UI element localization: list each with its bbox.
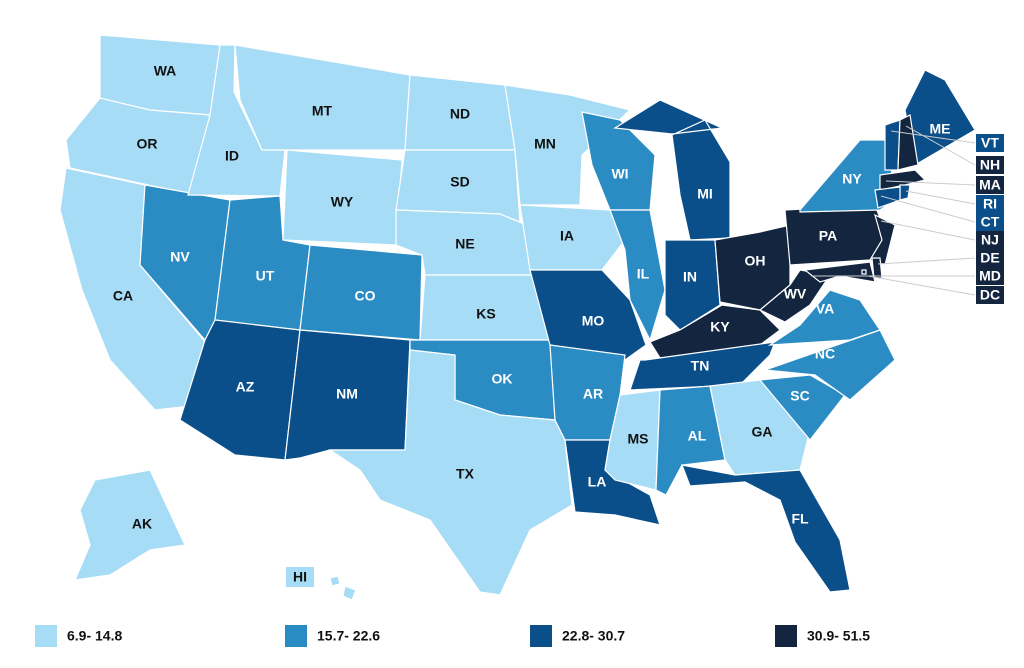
state-label: CO <box>355 288 376 304</box>
state-shape <box>899 184 911 201</box>
callout-box <box>976 176 1004 194</box>
state-label: MS <box>628 431 649 447</box>
callout-box <box>976 213 1004 231</box>
state-label: OR <box>137 136 158 152</box>
state-label: UT <box>256 268 275 284</box>
state-label: NV <box>170 249 190 265</box>
state-label: LA <box>588 474 607 490</box>
state-label: WA <box>154 63 177 79</box>
state-label: CT <box>981 214 1000 230</box>
state-label: AK <box>132 516 152 532</box>
state-label: IL <box>637 266 650 282</box>
state-shape <box>803 261 876 283</box>
state-shape <box>681 464 851 593</box>
state-shape <box>329 575 357 601</box>
callout-box <box>976 231 1004 249</box>
legend-swatch <box>530 625 552 647</box>
state-label: KS <box>476 306 495 322</box>
callout-box <box>286 567 314 587</box>
state-label: NJ <box>981 232 999 248</box>
state-label: MD <box>979 268 1001 284</box>
state-shape <box>74 469 186 581</box>
callout-line <box>885 180 976 186</box>
state-label: NY <box>842 171 862 187</box>
state-label: CA <box>113 288 133 304</box>
callout-line <box>880 220 976 241</box>
state-label: VT <box>981 135 999 151</box>
state-label: VA <box>816 301 834 317</box>
state-label: OK <box>492 371 513 387</box>
state-label: TN <box>691 358 710 374</box>
callout-box <box>976 134 1004 152</box>
state-label: AL <box>688 428 707 444</box>
state-label: OH <box>745 253 766 269</box>
state-label: WV <box>784 286 807 302</box>
state-label: NM <box>336 386 358 402</box>
state-shape <box>328 349 573 596</box>
callout-box <box>976 286 1004 304</box>
state-label: WY <box>331 194 354 210</box>
state-label: ND <box>450 106 470 122</box>
state-label: RI <box>983 196 997 212</box>
state-label: NC <box>815 346 835 362</box>
callout-box <box>976 249 1004 267</box>
state-label: GA <box>752 424 773 440</box>
state-shape <box>609 209 666 342</box>
state-label: HI <box>293 569 307 585</box>
state-label: IN <box>683 269 697 285</box>
state-label: MO <box>582 313 605 329</box>
callout-line <box>905 190 976 205</box>
state-shape <box>767 289 881 346</box>
states-layer <box>59 34 976 601</box>
callout-line <box>867 275 976 296</box>
callout-line <box>880 195 976 223</box>
state-label: ID <box>225 148 239 164</box>
state-label: AZ <box>236 379 255 395</box>
callout-line <box>905 125 976 166</box>
legend-swatch <box>35 625 57 647</box>
legend-label: 15.7- 22.6 <box>317 628 380 644</box>
state-label: KY <box>710 319 730 335</box>
state-label: IA <box>560 228 574 244</box>
state-label: FL <box>791 511 809 527</box>
state-label: SD <box>450 174 469 190</box>
state-label: MA <box>979 177 1001 193</box>
state-label: WI <box>611 166 628 182</box>
state-label: NH <box>980 157 1000 173</box>
state-label: MN <box>534 136 556 152</box>
callout-box <box>976 156 1004 174</box>
state-label: PA <box>819 228 837 244</box>
state-label: MI <box>697 186 713 202</box>
state-label: NE <box>455 236 474 252</box>
labels-layer: WA OR CA NV ID MT WY UT AZ CO NM ND SD NE KS OK TX MN IA MO… <box>113 63 1004 587</box>
state-shape <box>897 114 919 171</box>
legend-swatch <box>285 625 307 647</box>
legend-swatch <box>775 625 797 647</box>
state-label: DE <box>980 250 999 266</box>
legend-label: 30.9- 51.5 <box>807 628 870 644</box>
state-label: TX <box>456 466 475 482</box>
callout-line <box>890 130 976 144</box>
state-label: MT <box>312 103 333 119</box>
callout-box <box>976 267 1004 285</box>
callout-line <box>877 257 976 265</box>
state-label: DC <box>980 287 1000 303</box>
legend-label: 6.9- 14.8 <box>67 628 122 644</box>
state-label: SC <box>790 388 809 404</box>
callout-box <box>976 195 1004 213</box>
state-label: ME <box>930 121 951 137</box>
state-shape <box>234 44 411 151</box>
state-label: AR <box>583 386 603 402</box>
state-shape <box>861 269 867 275</box>
legend-label: 22.8- 30.7 <box>562 628 625 644</box>
state-shape <box>519 204 626 271</box>
